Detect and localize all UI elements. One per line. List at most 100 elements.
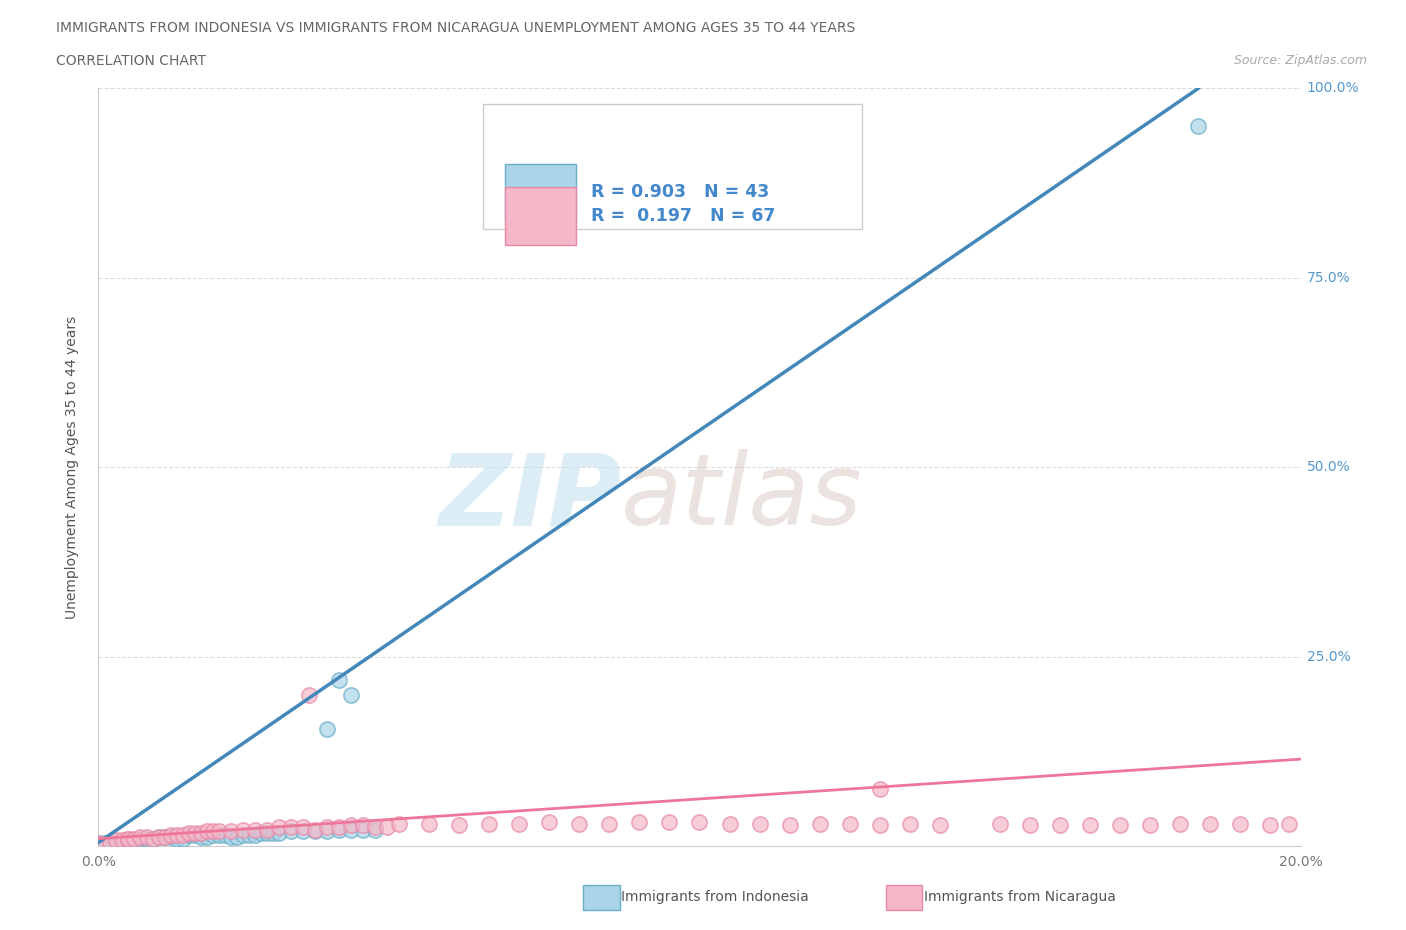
Point (328, 820, 350, 835)
Point (1187, 119, 1209, 134)
Point (304, 822, 326, 837)
Point (315, 824, 337, 839)
Y-axis label: Unemployment Among Ages 35 to 44 years: Unemployment Among Ages 35 to 44 years (65, 315, 79, 619)
Point (364, 820, 387, 835)
Point (232, 828, 254, 843)
FancyBboxPatch shape (505, 164, 575, 221)
Point (105, 832, 128, 847)
Point (1139, 817, 1161, 832)
Point (328, 672, 350, 687)
Point (105, 835, 128, 850)
Point (658, 815, 681, 830)
Point (243, 822, 266, 837)
Point (214, 828, 236, 843)
Text: ZIP: ZIP (439, 449, 621, 546)
Point (869, 782, 891, 797)
Text: Immigrants from Indonesia: Immigrants from Indonesia (621, 890, 810, 905)
Point (225, 830, 247, 844)
Text: IMMIGRANTS FROM INDONESIA VS IMMIGRANTS FROM NICARAGUA UNEMPLOYMENT AMONG AGES 3: IMMIGRANTS FROM INDONESIA VS IMMIGRANTS … (56, 21, 855, 35)
Point (364, 822, 387, 837)
Point (340, 817, 363, 832)
Point (124, 832, 146, 847)
Point (135, 831, 157, 846)
Point (478, 817, 501, 831)
Text: R =  0.197   N = 67: R = 0.197 N = 67 (592, 207, 776, 225)
Text: Immigrants from Nicaragua: Immigrants from Nicaragua (924, 890, 1115, 905)
Point (1019, 817, 1042, 832)
Point (100, 835, 122, 850)
Text: CORRELATION CHART: CORRELATION CHART (56, 54, 207, 68)
Point (93, 835, 115, 850)
Point (1199, 817, 1222, 831)
Point (172, 828, 194, 843)
Point (100, 835, 122, 850)
Point (195, 824, 218, 839)
Point (304, 824, 326, 839)
Point (315, 820, 337, 835)
Point (1260, 817, 1282, 832)
Text: 50.0%: 50.0% (1306, 460, 1350, 474)
Point (340, 687, 363, 702)
Point (688, 815, 710, 830)
Point (183, 828, 205, 843)
Point (375, 820, 398, 835)
Point (628, 815, 651, 830)
FancyBboxPatch shape (484, 103, 862, 229)
Point (988, 817, 1011, 831)
Point (87, 835, 110, 850)
Point (779, 817, 801, 832)
Point (298, 687, 321, 702)
Point (280, 820, 302, 835)
Point (201, 828, 224, 843)
Point (808, 817, 831, 831)
Point (568, 817, 591, 831)
Point (388, 817, 411, 831)
Point (249, 825, 271, 840)
Point (291, 820, 314, 835)
Point (352, 822, 374, 837)
Point (243, 828, 266, 843)
Point (418, 817, 440, 831)
Point (718, 817, 741, 831)
Point (190, 830, 212, 844)
Point (929, 817, 952, 832)
Point (117, 831, 139, 846)
Point (219, 824, 242, 839)
Point (111, 832, 134, 847)
Point (1170, 817, 1192, 831)
Point (166, 828, 188, 843)
Point (328, 822, 350, 837)
Point (129, 830, 152, 844)
Point (291, 824, 314, 839)
Point (153, 830, 176, 844)
Text: Source: ZipAtlas.com: Source: ZipAtlas.com (1233, 54, 1367, 67)
Point (748, 817, 770, 831)
Point (238, 828, 260, 843)
Point (267, 820, 290, 835)
Point (159, 828, 181, 843)
Point (208, 828, 231, 843)
Point (177, 825, 200, 840)
Text: 75.0%: 75.0% (1306, 271, 1350, 285)
Point (262, 825, 284, 840)
Point (256, 822, 278, 837)
Point (1109, 817, 1132, 832)
Point (201, 824, 224, 839)
Point (153, 830, 176, 844)
Point (195, 830, 218, 844)
Point (159, 830, 181, 844)
Point (352, 817, 374, 832)
Point (117, 832, 139, 847)
Point (141, 831, 163, 846)
Point (1229, 817, 1251, 831)
Point (129, 831, 152, 846)
Point (538, 815, 561, 830)
FancyBboxPatch shape (505, 187, 575, 245)
Point (232, 822, 254, 837)
Point (148, 830, 170, 844)
Point (183, 825, 205, 840)
Point (267, 825, 290, 840)
Point (447, 817, 470, 832)
Point (508, 817, 530, 831)
Point (219, 830, 242, 844)
